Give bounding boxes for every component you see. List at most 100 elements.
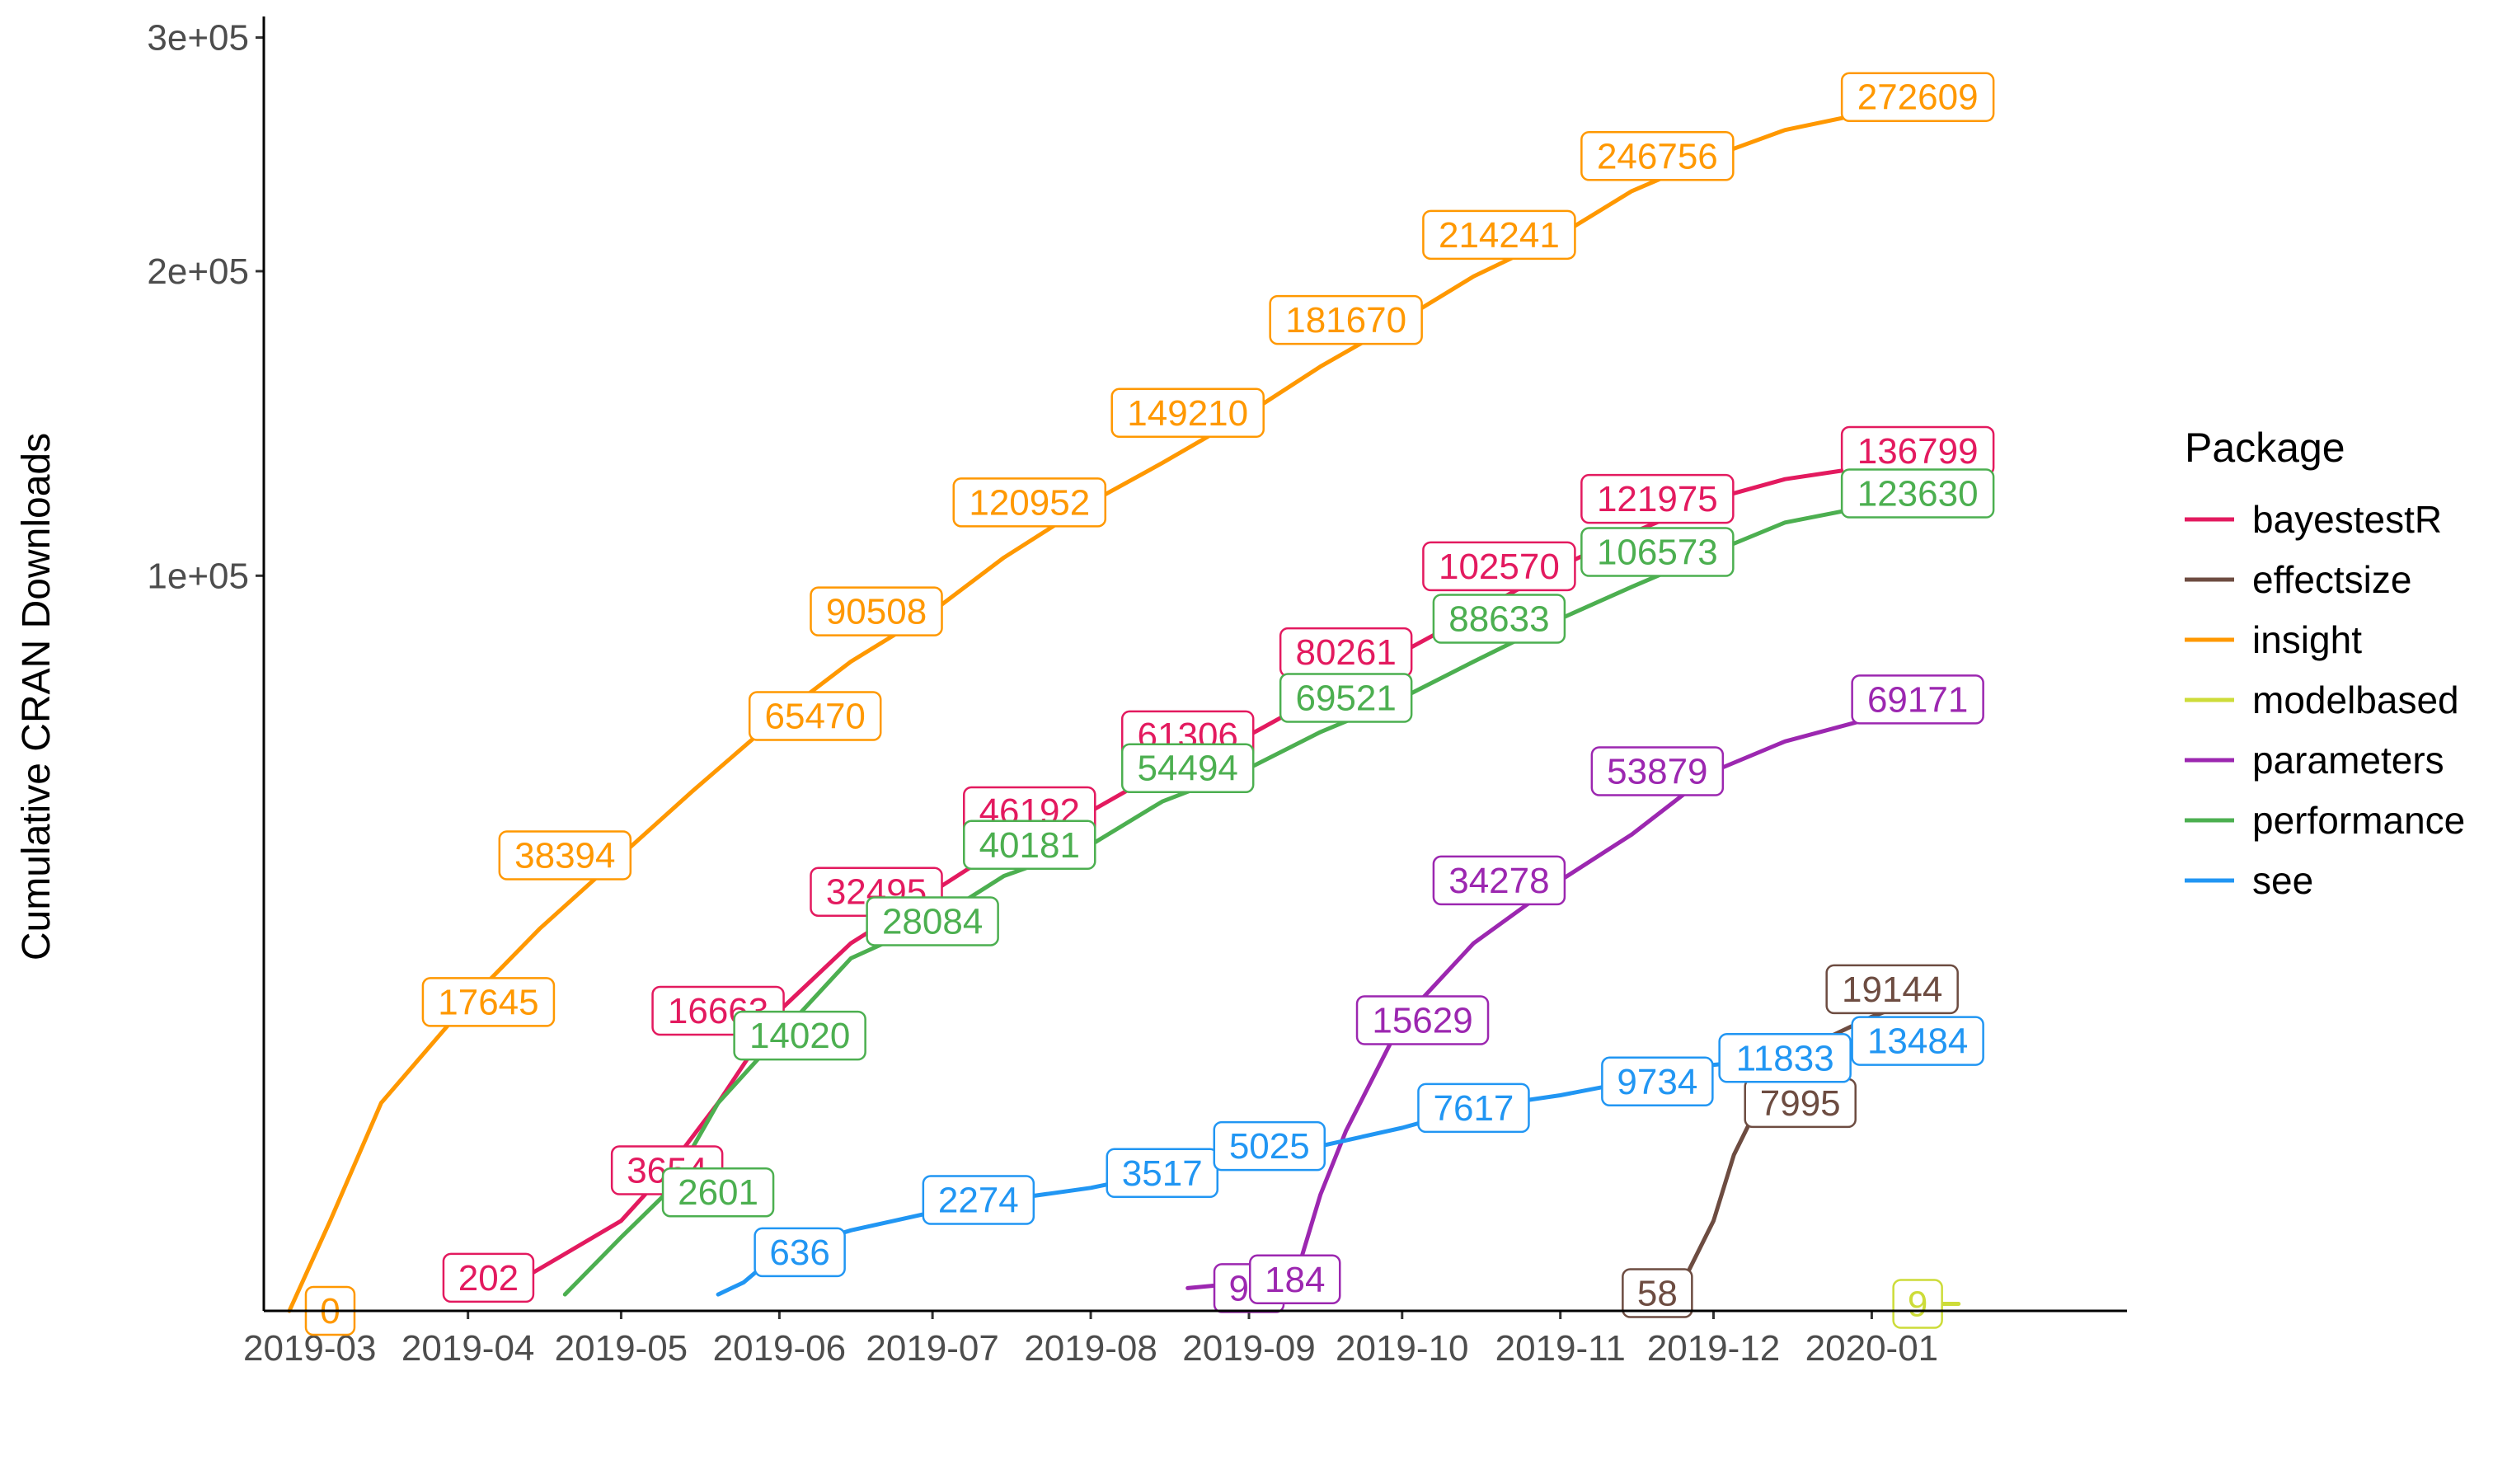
data-label-box (498, 830, 632, 881)
data-label-bayestestR: 136799 (1840, 425, 1995, 477)
data-label-insight: 149210 (1110, 387, 1265, 439)
data-label-text: 13484 (1867, 1021, 1968, 1062)
x-tick-label: 2019-04 (401, 1328, 534, 1369)
data-label-insight: 17645 (421, 977, 556, 1027)
data-label-text: 38394 (514, 835, 615, 876)
data-label-parameters: 34278 (1432, 855, 1566, 906)
data-label-box (1213, 1120, 1326, 1172)
data-label-insight: 246756 (1580, 131, 1735, 181)
data-label-box (1840, 72, 1995, 122)
data-label-text: 2274 (938, 1181, 1019, 1221)
data-label-text: 54494 (1138, 749, 1238, 789)
y-tick-label: 2e+05 (147, 251, 249, 292)
legend-item-effectsize: effectsize (2185, 558, 2411, 601)
data-label-text: 246756 (1597, 136, 1718, 176)
data-label-parameters: 184 (1248, 1254, 1341, 1305)
legend-item-see: see (2185, 859, 2313, 902)
data-label-text: 272609 (1857, 77, 1979, 118)
data-label-text: 5025 (1229, 1126, 1310, 1167)
data-label-text: 9734 (1617, 1062, 1697, 1102)
legend-item-bayestestR: bayestestR (2185, 498, 2442, 541)
y-tick-label: 1e+05 (147, 556, 249, 596)
data-label-box (748, 691, 882, 741)
data-label-box (1825, 964, 1959, 1015)
data-label-bayestestR: 102570 (1422, 541, 1576, 592)
data-label-effectsize: 19144 (1825, 964, 1959, 1015)
data-label-performance: 69521 (1279, 673, 1413, 723)
data-label-insight: 120952 (952, 477, 1107, 528)
data-label-box (922, 1175, 1035, 1225)
data-label-text: 121975 (1597, 479, 1718, 519)
data-label-text: 53879 (1607, 751, 1707, 791)
data-label-text: 2601 (678, 1172, 758, 1213)
data-label-insight: 181670 (1269, 294, 1423, 345)
data-label-box (1279, 673, 1413, 723)
data-label-see: 636 (754, 1227, 846, 1278)
data-label-box (1432, 855, 1566, 906)
data-label-bayestestR: 121975 (1580, 473, 1735, 524)
data-label-text: 80261 (1295, 632, 1396, 673)
data-label-text: 14020 (749, 1016, 850, 1056)
data-label-text: 17645 (438, 982, 538, 1022)
legend-label: effectsize (2252, 558, 2411, 601)
data-label-text: 69521 (1295, 679, 1396, 719)
data-label-box (1840, 468, 1995, 519)
data-label-bayestestR: 80261 (1279, 627, 1413, 678)
x-tick-label: 2019-11 (1495, 1328, 1626, 1369)
data-label-performance: 28084 (866, 896, 999, 946)
x-tick-label: 2019-06 (713, 1328, 846, 1369)
x-tick-label: 2019-08 (1024, 1328, 1157, 1369)
x-tick-label: 2019-05 (555, 1328, 688, 1369)
data-label-performance: 2601 (661, 1167, 775, 1218)
data-label-text: 28084 (882, 901, 983, 942)
series-line-insight (287, 95, 1946, 1313)
legend-title: Package (2185, 425, 2345, 471)
data-label-text: 19144 (1842, 970, 1942, 1010)
x-tick-label: 2019-07 (866, 1328, 998, 1369)
data-label-box (1248, 1254, 1341, 1305)
data-label-see: 5025 (1213, 1120, 1326, 1172)
legend-item-modelbased: modelbased (2185, 679, 2459, 721)
x-tick-label: 2019-12 (1647, 1328, 1780, 1369)
data-label-text: 7995 (1760, 1083, 1841, 1124)
data-label-text: 184 (1265, 1260, 1325, 1300)
legend-label: performance (2252, 799, 2465, 842)
y-axis-ticks: 1e+05 2e+05 3e+05 (147, 18, 264, 596)
legend: Package bayestestR effectsize insight model… (2185, 425, 2465, 902)
data-label-parameters: 69171 (1851, 674, 1984, 725)
data-label-parameters: 15629 (1355, 995, 1490, 1045)
y-axis-title: Cumulative CRAN Downloads (15, 433, 59, 960)
data-label-bayestestR: 202 (442, 1252, 535, 1303)
data-label-modelbased: 9 (1892, 1279, 1943, 1329)
data-label-text: 7617 (1434, 1088, 1514, 1129)
data-label-performance: 40181 (963, 819, 1096, 871)
data-label-box (1590, 746, 1725, 796)
data-label-text: 34278 (1448, 861, 1549, 901)
legend-label: modelbased (2252, 679, 2459, 721)
data-label-text: 40181 (979, 825, 1080, 866)
data-label-box (1718, 1033, 1852, 1083)
data-label-see: 2274 (922, 1175, 1035, 1225)
data-label-see: 11833 (1718, 1033, 1852, 1083)
y-tick-label: 3e+05 (147, 18, 249, 59)
data-label-box (1417, 1082, 1530, 1134)
data-label-box (1580, 473, 1735, 524)
data-label-performance: 106573 (1580, 527, 1735, 577)
data-label-box (733, 1010, 866, 1061)
data-label-box (1269, 294, 1423, 345)
data-label-text: 123630 (1857, 474, 1979, 514)
data-label-box (1580, 527, 1735, 577)
data-label-text: 102570 (1439, 547, 1560, 587)
data-label-box (1580, 131, 1735, 181)
data-label-box (810, 586, 943, 636)
data-label-performance: 54494 (1120, 743, 1255, 793)
data-label-box (1106, 1148, 1219, 1199)
data-label-box (1355, 995, 1490, 1045)
legend-item-performance: performance (2185, 799, 2465, 842)
data-label-parameters: 53879 (1590, 746, 1725, 796)
legend-label: parameters (2252, 739, 2444, 782)
legend-label: see (2252, 859, 2313, 902)
data-label-box (1110, 387, 1265, 439)
data-label-box (661, 1167, 775, 1218)
